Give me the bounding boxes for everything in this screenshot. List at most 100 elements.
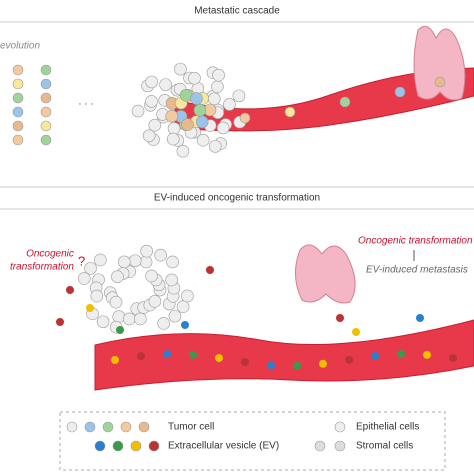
cell	[56, 318, 64, 326]
cell	[189, 350, 197, 359]
cell	[139, 255, 153, 269]
cell	[84, 421, 96, 433]
cell	[267, 361, 275, 370]
cell	[334, 440, 346, 452]
cell	[77, 272, 91, 285]
cell	[142, 129, 156, 143]
cell	[90, 289, 104, 303]
cell	[123, 312, 136, 326]
cell	[397, 350, 405, 359]
cell	[212, 68, 225, 82]
bottom-title: EV-induced oncogenic transformation	[154, 193, 320, 204]
cell	[131, 104, 145, 118]
right-sublabel: EV-induced metastasis	[366, 265, 468, 276]
cell	[168, 309, 182, 323]
cell	[188, 71, 201, 85]
cell	[112, 310, 126, 323]
cell	[223, 98, 236, 111]
cell	[117, 255, 131, 269]
cell	[148, 440, 160, 452]
cell	[314, 440, 326, 452]
cell	[12, 78, 24, 90]
cell	[181, 321, 189, 329]
cell	[215, 353, 223, 362]
cell	[336, 314, 344, 322]
cell	[159, 78, 172, 91]
cell	[423, 350, 431, 359]
cell	[140, 244, 153, 258]
cell	[130, 440, 142, 452]
cell	[174, 62, 187, 76]
cell	[216, 121, 230, 135]
cell	[394, 86, 406, 98]
cell	[109, 295, 123, 309]
cell	[339, 96, 351, 108]
blood-vessel	[174, 67, 474, 132]
cell	[352, 328, 360, 336]
ellipsis: · · ·	[78, 99, 94, 110]
legend-item: Extracellular vesicle (EV)	[168, 441, 279, 452]
cell	[195, 115, 209, 129]
question-mark: ?	[78, 253, 85, 268]
cell	[12, 120, 24, 132]
cell	[40, 120, 52, 132]
cell	[206, 266, 214, 274]
cell	[334, 421, 346, 433]
cell	[94, 253, 107, 267]
cell	[241, 358, 249, 367]
lung	[413, 25, 466, 101]
legend-item: Epithelial cells	[356, 422, 419, 433]
cell	[208, 140, 222, 153]
cell	[434, 76, 446, 88]
cell	[148, 118, 162, 132]
cell	[157, 317, 170, 330]
blood-vessel	[94, 319, 474, 391]
cell	[12, 106, 24, 118]
cell	[196, 133, 210, 147]
cell	[165, 109, 179, 123]
cell	[112, 440, 124, 452]
cell	[12, 92, 24, 104]
cell	[137, 352, 145, 361]
cell	[208, 92, 221, 106]
cell	[163, 350, 171, 359]
cell	[165, 273, 178, 287]
cell	[116, 326, 124, 334]
cell	[40, 64, 52, 76]
cell	[145, 75, 158, 89]
cell	[40, 106, 52, 118]
legend-item: Stromal cells	[356, 441, 413, 452]
cell	[138, 421, 150, 433]
cell	[128, 254, 142, 268]
cell	[449, 354, 457, 363]
cell	[193, 103, 207, 117]
legend-box	[59, 411, 446, 471]
cell	[66, 421, 78, 433]
cell	[86, 304, 94, 312]
left-label: Oncogenic	[26, 249, 74, 260]
top-title: Metastatic cascade	[194, 6, 280, 17]
lung	[295, 244, 356, 304]
right-label: Oncogenic transformation	[358, 236, 473, 247]
evolution-label: evolution	[0, 41, 40, 52]
cell	[84, 262, 97, 275]
cell	[211, 80, 224, 93]
cell	[176, 300, 190, 314]
cell	[148, 295, 162, 308]
cell	[66, 286, 74, 294]
cell	[134, 312, 147, 326]
cell	[145, 269, 158, 283]
cell	[345, 355, 353, 364]
left-label: transformation	[10, 262, 74, 273]
legend-item: Tumor cell	[168, 422, 214, 433]
cell	[371, 352, 379, 361]
cell	[166, 132, 180, 146]
cell	[12, 134, 24, 146]
cell	[181, 118, 194, 131]
cell	[181, 289, 194, 303]
cell	[166, 255, 179, 269]
cell	[96, 315, 110, 329]
cell	[239, 112, 251, 124]
cell	[40, 134, 52, 146]
